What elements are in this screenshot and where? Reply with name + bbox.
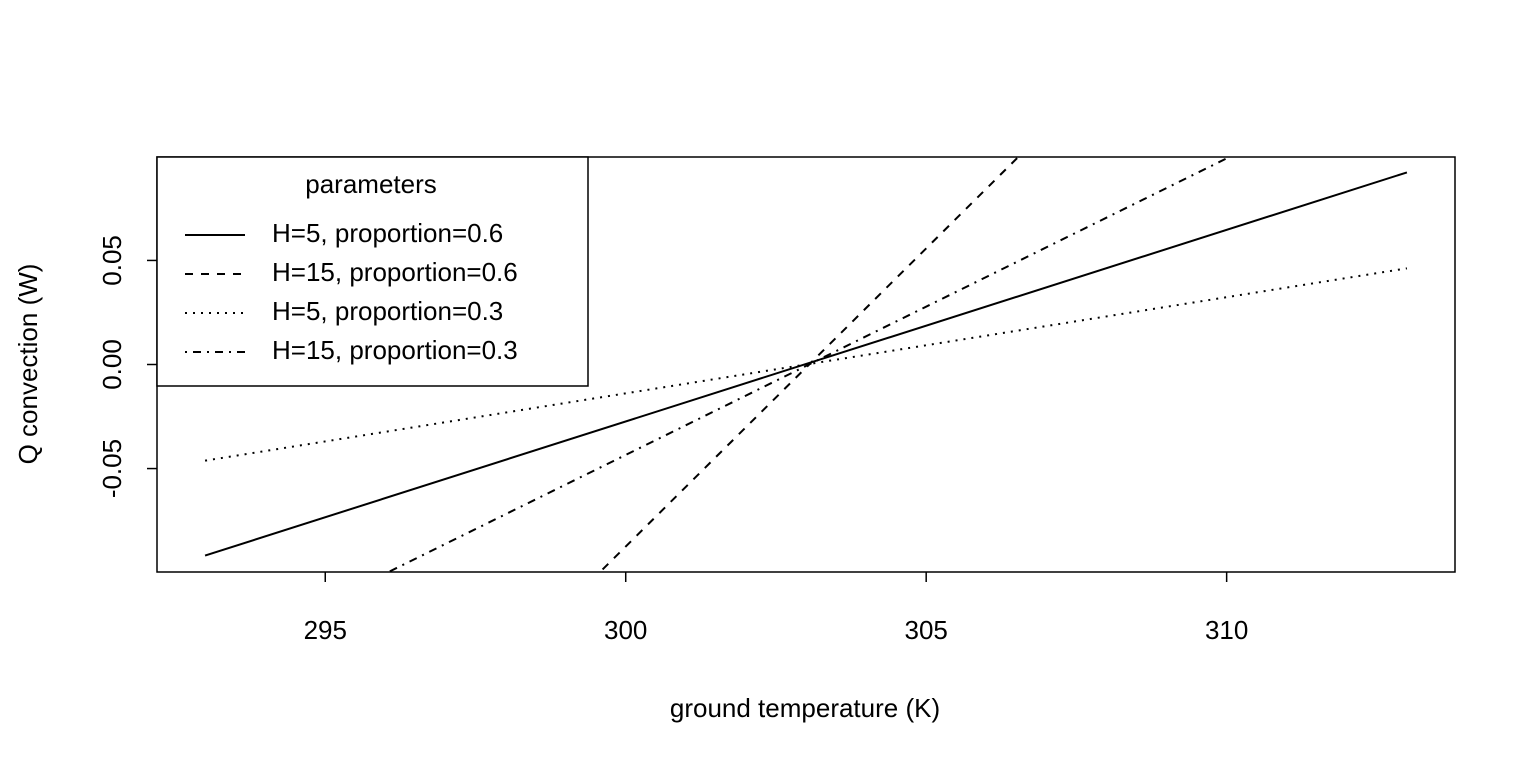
y-tick-label: 0.05 (97, 235, 127, 286)
y-axis-label: Q convection (W) (13, 264, 43, 465)
plot-lines (204, 157, 1408, 572)
x-axis-label: ground temperature (K) (670, 693, 940, 723)
legend-label: H=15, proportion=0.6 (272, 257, 518, 287)
series-line (386, 157, 1232, 572)
x-tick-label: 300 (604, 615, 647, 645)
legend-label: H=15, proportion=0.3 (272, 335, 518, 365)
legend-box (156, 156, 589, 387)
legend: parameters H=5, proportion=0.6 H=15, propo… (156, 156, 589, 387)
y-tick-label: 0.00 (97, 339, 127, 390)
x-tick-label: 295 (304, 615, 347, 645)
y-tick-label: -0.05 (97, 439, 127, 498)
legend-label: H=5, proportion=0.3 (272, 296, 503, 326)
legend-label: H=5, proportion=0.6 (272, 218, 503, 248)
x-tick-label: 310 (1205, 615, 1248, 645)
series-line (204, 267, 1408, 462)
legend-title: parameters (305, 169, 437, 199)
x-tick-label: 305 (904, 615, 947, 645)
